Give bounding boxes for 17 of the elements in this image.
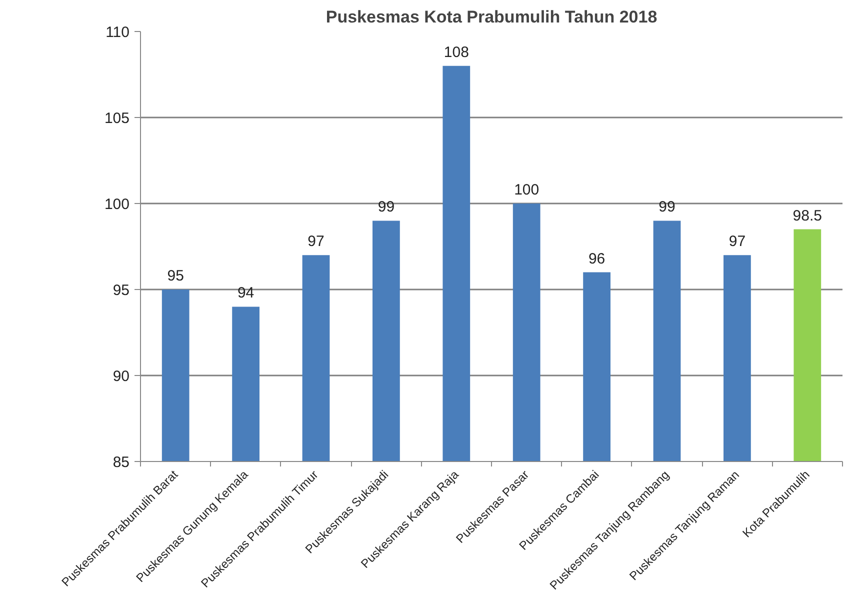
data-label: 99	[378, 198, 395, 216]
data-label: 97	[308, 233, 324, 250]
data-label: 108	[444, 44, 469, 61]
y-tick-label: 95	[112, 282, 130, 299]
data-label: 100	[514, 182, 540, 198]
data-label: 94	[237, 284, 254, 302]
data-label: 98.5	[792, 207, 822, 224]
y-tick-label: 105	[104, 110, 130, 127]
data-label: 96	[588, 250, 606, 268]
chart-title: Puskesmas Kota Prabumulih Tahun 2018	[326, 8, 658, 26]
y-tick-label: 100	[104, 196, 130, 213]
data-label: 97	[728, 233, 746, 250]
y-tick-label: 110	[106, 24, 130, 41]
y-tick-label: 85	[112, 454, 130, 471]
data-label: 99	[658, 198, 676, 216]
y-tick-label: 90	[112, 368, 130, 385]
data-label: 95	[167, 268, 184, 284]
